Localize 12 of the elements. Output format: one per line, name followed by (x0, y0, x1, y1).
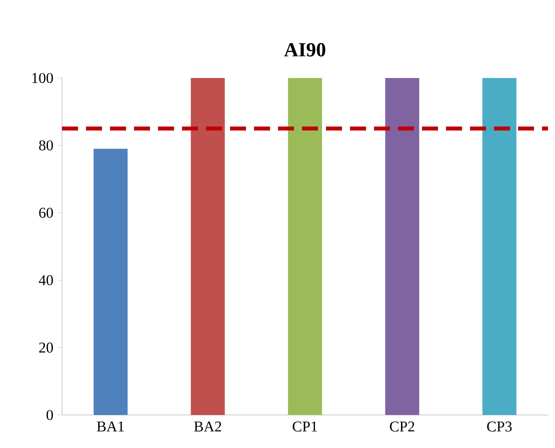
x-tick-label: CP2 (390, 422, 414, 432)
chart-title: AI90 (284, 43, 326, 56)
y-tick-label: 40 (38, 275, 53, 286)
y-tick-label: 20 (39, 342, 53, 353)
x-tick-label: CP1 (292, 422, 317, 432)
x-tick-label: BA1 (96, 422, 124, 432)
x-tick-label: CP3 (487, 422, 512, 432)
x-tick-label: BA2 (194, 422, 222, 432)
y-tick-label: 0 (46, 410, 53, 420)
y-tick-label: 60 (39, 208, 53, 218)
y-tick-label: 80 (39, 140, 53, 150)
y-tick-label: 100 (32, 72, 53, 84)
